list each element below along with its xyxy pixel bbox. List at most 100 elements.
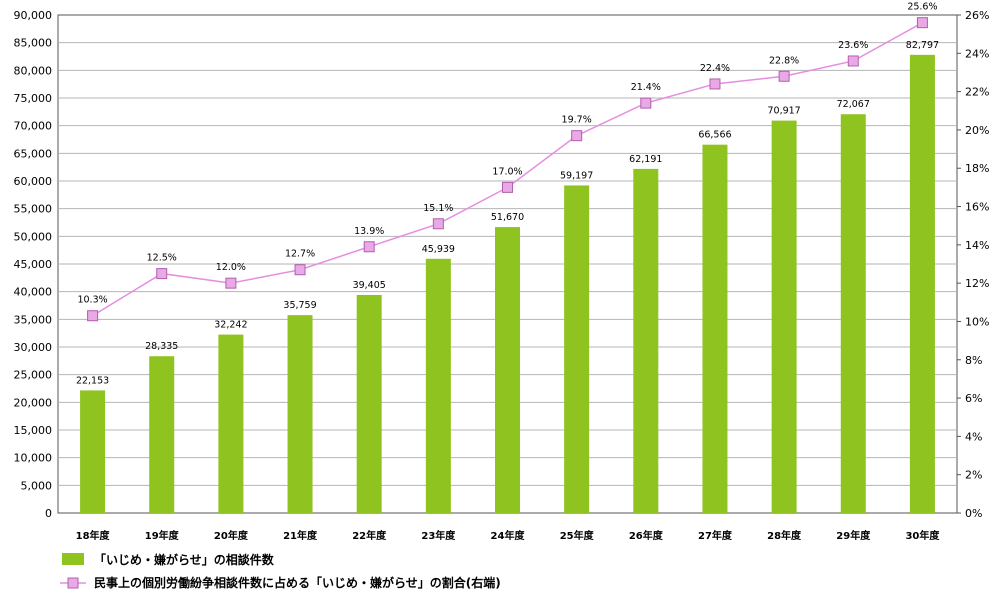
y-right-tick-label: 24% xyxy=(965,47,989,60)
y-left-tick-label: 30,000 xyxy=(14,341,53,354)
ratio-data-label: 19.7% xyxy=(562,115,592,126)
x-category-label: 30年度 xyxy=(905,529,940,542)
y-left-tick-label: 0 xyxy=(45,507,52,520)
bar-data-label: 72,067 xyxy=(837,99,870,110)
y-left-tick-label: 10,000 xyxy=(14,452,53,465)
x-category-label: 25年度 xyxy=(560,529,595,542)
x-category-label: 20年度 xyxy=(214,529,249,542)
y-left-tick-label: 90,000 xyxy=(14,9,53,22)
ratio-point xyxy=(156,268,168,280)
ratio-point xyxy=(778,70,790,82)
ratio-data-label: 10.3% xyxy=(77,295,107,306)
bar-data-label: 51,670 xyxy=(491,212,524,223)
y-left-tick-label: 40,000 xyxy=(14,286,53,299)
bar xyxy=(909,54,935,514)
bar-data-label: 22,153 xyxy=(76,375,109,386)
x-category-label: 19年度 xyxy=(145,529,180,542)
ratio-point xyxy=(847,55,859,67)
y-right-tick-label: 2% xyxy=(965,469,982,482)
bar xyxy=(702,144,728,513)
bar xyxy=(564,185,590,513)
bar xyxy=(218,334,244,513)
bar xyxy=(771,120,797,514)
y-left-tick-label: 85,000 xyxy=(14,37,53,50)
ratio-data-label: 12.5% xyxy=(147,253,177,264)
ratio-point xyxy=(87,310,99,322)
legend-bar-label: 「いじめ・嫌がらせ」の相談件数 xyxy=(94,552,275,567)
legend-line-marker xyxy=(67,577,79,589)
bar-data-label: 32,242 xyxy=(214,320,247,331)
y-right-tick-label: 20% xyxy=(965,124,989,137)
bar-data-label: 45,939 xyxy=(422,244,455,255)
y-left-tick-label: 45,000 xyxy=(14,258,53,271)
ratio-data-label: 15.1% xyxy=(423,203,453,214)
y-left-tick-label: 60,000 xyxy=(14,175,53,188)
bar-data-label: 70,917 xyxy=(767,106,800,117)
bar xyxy=(287,315,313,513)
y-right-tick-label: 8% xyxy=(965,354,982,367)
y-right-tick-label: 6% xyxy=(965,392,982,405)
bar-data-label: 39,405 xyxy=(353,280,386,291)
ratio-point xyxy=(571,130,583,142)
y-right-tick-label: 4% xyxy=(965,430,982,443)
y-left-tick-label: 80,000 xyxy=(14,64,53,77)
x-category-label: 21年度 xyxy=(283,529,318,542)
y-left-tick-label: 75,000 xyxy=(14,92,53,105)
ratio-data-label: 21.4% xyxy=(631,82,661,93)
y-right-tick-label: 16% xyxy=(965,201,989,214)
bar-data-label: 59,197 xyxy=(560,170,593,181)
ratio-data-label: 12.0% xyxy=(216,262,246,273)
y-right-tick-label: 14% xyxy=(965,239,989,252)
bar xyxy=(149,356,175,513)
y-right-tick-label: 26% xyxy=(965,9,989,22)
y-right-tick-label: 12% xyxy=(965,277,989,290)
x-category-label: 29年度 xyxy=(836,529,871,542)
ratio-point xyxy=(294,264,306,276)
legend-line-label: 民事上の個別労働紛争相談件数に占める「いじめ・嫌がらせ」の割合(右端) xyxy=(94,575,501,590)
x-category-label: 23年度 xyxy=(421,529,456,542)
y-right-tick-label: 22% xyxy=(965,86,989,99)
bar-data-label: 66,566 xyxy=(698,130,731,141)
y-right-tick-label: 10% xyxy=(965,315,989,328)
legend-bar-swatch xyxy=(62,553,84,565)
y-right-tick-label: 0% xyxy=(965,507,982,520)
y-left-tick-label: 35,000 xyxy=(14,313,53,326)
bar xyxy=(80,390,106,513)
ratio-data-label: 22.4% xyxy=(700,63,730,74)
ratio-data-label: 23.6% xyxy=(838,40,868,51)
y-left-tick-label: 65,000 xyxy=(14,147,53,160)
ratio-point xyxy=(432,218,444,230)
bar xyxy=(495,227,520,514)
ratio-data-label: 25.6% xyxy=(907,2,937,13)
y-left-tick-label: 70,000 xyxy=(14,120,53,133)
bar-data-label: 28,335 xyxy=(145,341,178,352)
x-category-label: 18年度 xyxy=(76,529,111,542)
ratio-data-label: 17.0% xyxy=(492,166,522,177)
y-left-tick-label: 55,000 xyxy=(14,203,53,216)
x-category-label: 24年度 xyxy=(491,529,526,542)
bar xyxy=(425,258,451,513)
ratio-point xyxy=(640,97,652,109)
x-category-label: 26年度 xyxy=(629,529,664,542)
y-left-tick-label: 20,000 xyxy=(14,396,53,409)
ratio-data-label: 22.8% xyxy=(769,55,799,66)
ratio-point xyxy=(363,241,375,253)
bar-data-label: 35,759 xyxy=(283,300,316,311)
x-category-label: 28年度 xyxy=(767,529,802,542)
bar xyxy=(840,114,866,514)
ratio-data-label: 13.9% xyxy=(354,226,384,237)
y-left-tick-label: 25,000 xyxy=(14,369,53,382)
y-left-tick-label: 15,000 xyxy=(14,424,53,437)
bar xyxy=(633,168,659,513)
x-category-label: 22年度 xyxy=(352,529,387,542)
ratio-point xyxy=(709,78,721,90)
ratio-point xyxy=(502,181,513,193)
bar xyxy=(356,294,382,513)
y-left-tick-label: 5,000 xyxy=(21,479,53,492)
y-left-tick-label: 50,000 xyxy=(14,230,53,243)
ratio-point xyxy=(225,277,237,289)
y-right-tick-label: 18% xyxy=(965,162,989,175)
bar-data-label: 82,797 xyxy=(906,40,939,51)
